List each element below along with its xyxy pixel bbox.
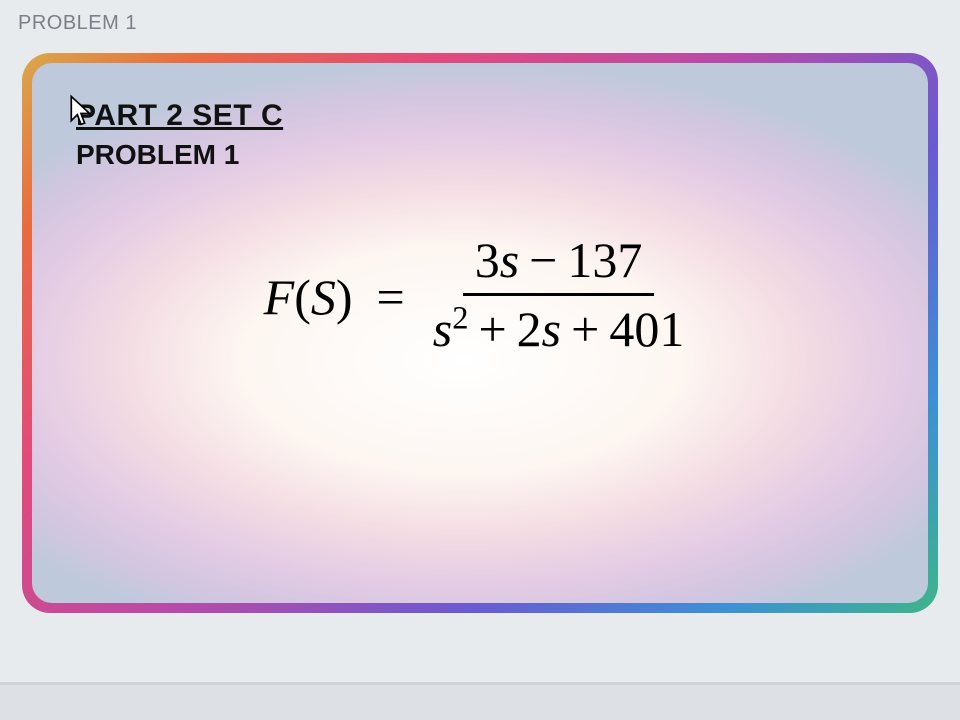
function-arg: S [311, 269, 336, 325]
den-t2-coef: 2 [517, 301, 542, 357]
num-op: − [519, 232, 567, 288]
equation: F(S) = 3s−137 s2+2s+401 [76, 231, 884, 362]
function-name: F [264, 269, 295, 325]
page-header: PROBLEM 1 [0, 0, 960, 53]
numerator: 3s−137 [463, 231, 655, 296]
den-t1-var: s [433, 301, 452, 357]
num-const: 137 [567, 232, 642, 288]
denominator: s2+2s+401 [421, 296, 697, 362]
den-op1: + [468, 301, 516, 357]
den-const: 401 [609, 301, 684, 357]
bottom-bar [0, 682, 960, 720]
cursor-icon [68, 94, 94, 128]
card-inner: PART 2 SET C PROBLEM 1 F(S) = 3s−137 s2+… [32, 63, 928, 603]
equation-fraction: 3s−137 s2+2s+401 [421, 231, 697, 362]
den-op2: + [561, 301, 609, 357]
den-t2-var: s [542, 301, 561, 357]
den-t1-exp: 2 [452, 300, 468, 336]
num-var: s [500, 232, 519, 288]
equation-lhs: F(S) [264, 268, 353, 326]
section-title: PART 2 SET C [76, 99, 884, 133]
equals-sign: = [377, 268, 405, 326]
section-subtitle: PROBLEM 1 [76, 139, 884, 171]
num-coef: 3 [475, 232, 500, 288]
card-frame: PART 2 SET C PROBLEM 1 F(S) = 3s−137 s2+… [22, 53, 938, 613]
